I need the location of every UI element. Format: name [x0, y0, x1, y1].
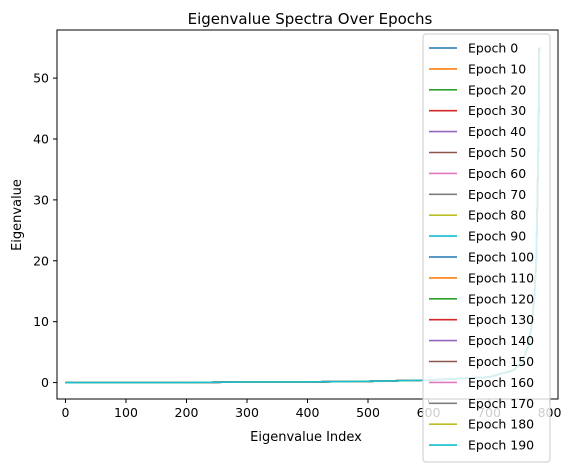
legend-label-12: Epoch 120	[468, 291, 534, 306]
legend-label-13: Epoch 130	[468, 312, 534, 327]
legend-label-19: Epoch 190	[468, 438, 534, 453]
legend-label-2: Epoch 20	[468, 82, 526, 97]
y-axis: 0 10 20 30 40 50	[33, 71, 57, 390]
legend-label-15: Epoch 150	[468, 354, 534, 369]
legend-label-6: Epoch 60	[468, 166, 526, 181]
legend-label-10: Epoch 100	[468, 250, 534, 265]
y-tick-label-0: 0	[41, 375, 49, 390]
x-tick-label-0: 0	[61, 405, 69, 420]
y-tick-label-5: 50	[33, 71, 49, 86]
legend-label-9: Epoch 90	[468, 229, 526, 244]
legend-label-16: Epoch 160	[468, 375, 534, 390]
legend-label-0: Epoch 0	[468, 41, 518, 56]
legend: Epoch 0 Epoch 10 Epoch 20 Epoch 30 Epoch 40 E…	[423, 34, 550, 462]
legend-label-4: Epoch 40	[468, 124, 526, 139]
legend-label-17: Epoch 170	[468, 396, 534, 411]
legend-label-7: Epoch 70	[468, 187, 526, 202]
legend-label-11: Epoch 110	[468, 270, 534, 285]
y-tick-label-4: 40	[33, 131, 49, 146]
x-tick-label-3: 300	[235, 405, 259, 420]
x-tick-label-2: 200	[175, 405, 199, 420]
legend-label-8: Epoch 80	[468, 208, 526, 223]
x-tick-label-4: 400	[296, 405, 320, 420]
legend-label-18: Epoch 180	[468, 417, 534, 432]
y-axis-label: Eigenvalue	[10, 179, 25, 251]
x-tick-label-1: 100	[114, 405, 138, 420]
x-axis-label: Eigenvalue Index	[250, 430, 362, 445]
legend-label-14: Epoch 140	[468, 333, 534, 348]
legend-label-5: Epoch 50	[468, 145, 526, 160]
y-tick-label-3: 30	[33, 192, 49, 207]
legend-label-1: Epoch 10	[468, 61, 526, 76]
legend-label-3: Epoch 30	[468, 103, 526, 118]
y-tick-label-1: 10	[33, 314, 49, 329]
x-tick-label-5: 500	[356, 405, 380, 420]
y-tick-label-2: 20	[33, 253, 49, 268]
chart-title: Eigenvalue Spectra Over Epochs	[188, 10, 433, 28]
